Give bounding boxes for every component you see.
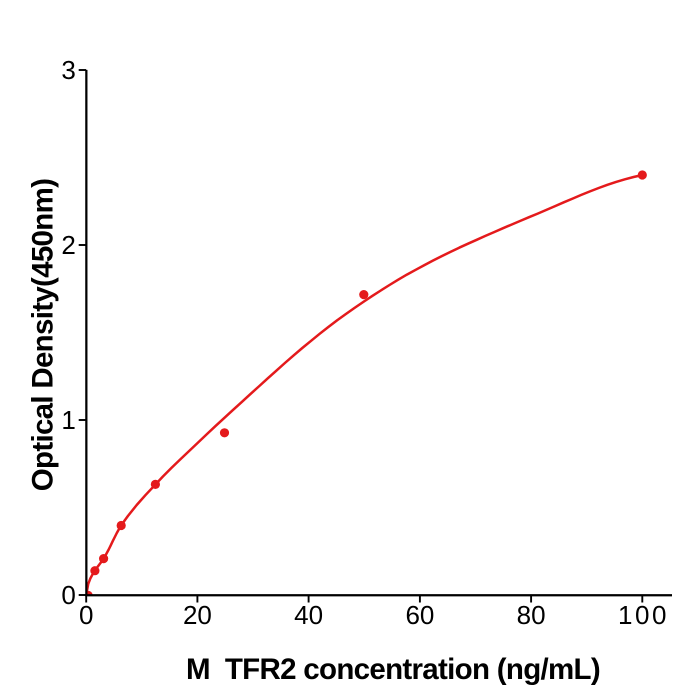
svg-text:0: 0 (79, 600, 93, 630)
svg-text:80: 80 (517, 600, 546, 630)
svg-text:1: 1 (61, 405, 75, 435)
svg-text:Optical Density(450nm): Optical Density(450nm) (27, 179, 60, 491)
svg-text:20: 20 (183, 600, 212, 630)
svg-text:100: 100 (618, 600, 669, 630)
svg-text:0: 0 (61, 580, 75, 610)
svg-text:M TFR2 concentration (ng/mL): M TFR2 concentration (ng/mL) (186, 653, 600, 686)
svg-text:40: 40 (294, 600, 323, 630)
svg-text:2: 2 (61, 230, 75, 260)
svg-text:3: 3 (61, 55, 75, 85)
svg-text:60: 60 (405, 600, 434, 630)
